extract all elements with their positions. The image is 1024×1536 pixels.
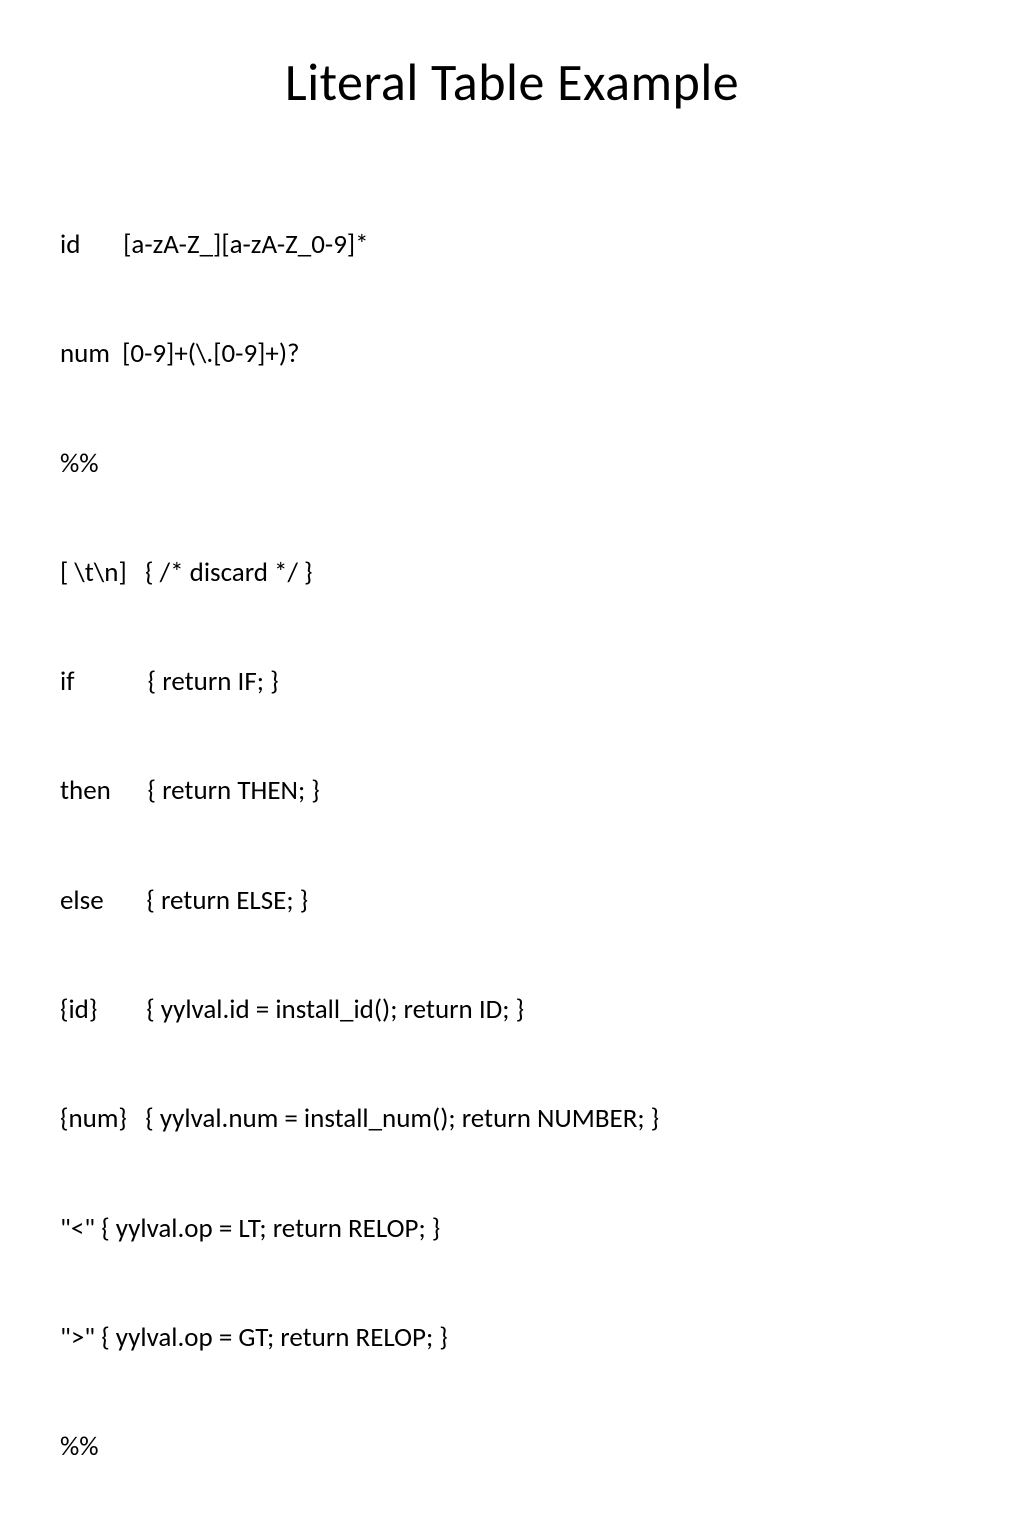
- code-line: else { return ELSE; }: [60, 883, 964, 919]
- code-line: [ \t\n] { /* discard */ }: [60, 555, 964, 591]
- code-line: "<" { yylval.op = LT; return RELOP; }: [60, 1211, 964, 1247]
- code-line: %%: [60, 446, 964, 482]
- code-line: num [0-9]+(\.[0-9]+)?: [60, 336, 964, 372]
- code-block: id [a-zA-Z_][a-zA-Z_0-9]* num [0-9]+(\.[…: [60, 154, 964, 1536]
- slide-title: Literal Table Example: [60, 50, 964, 114]
- code-line: if { return IF; }: [60, 664, 964, 700]
- code-line: ">" { yylval.op = GT; return RELOP; }: [60, 1320, 964, 1356]
- code-line: {num} { yylval.num = install_num(); retu…: [60, 1101, 964, 1137]
- code-line: then { return THEN; }: [60, 773, 964, 809]
- code-line: %%: [60, 1429, 964, 1465]
- code-line: id [a-zA-Z_][a-zA-Z_0-9]*: [60, 227, 964, 263]
- code-line: {id} { yylval.id = install_id(); return …: [60, 992, 964, 1028]
